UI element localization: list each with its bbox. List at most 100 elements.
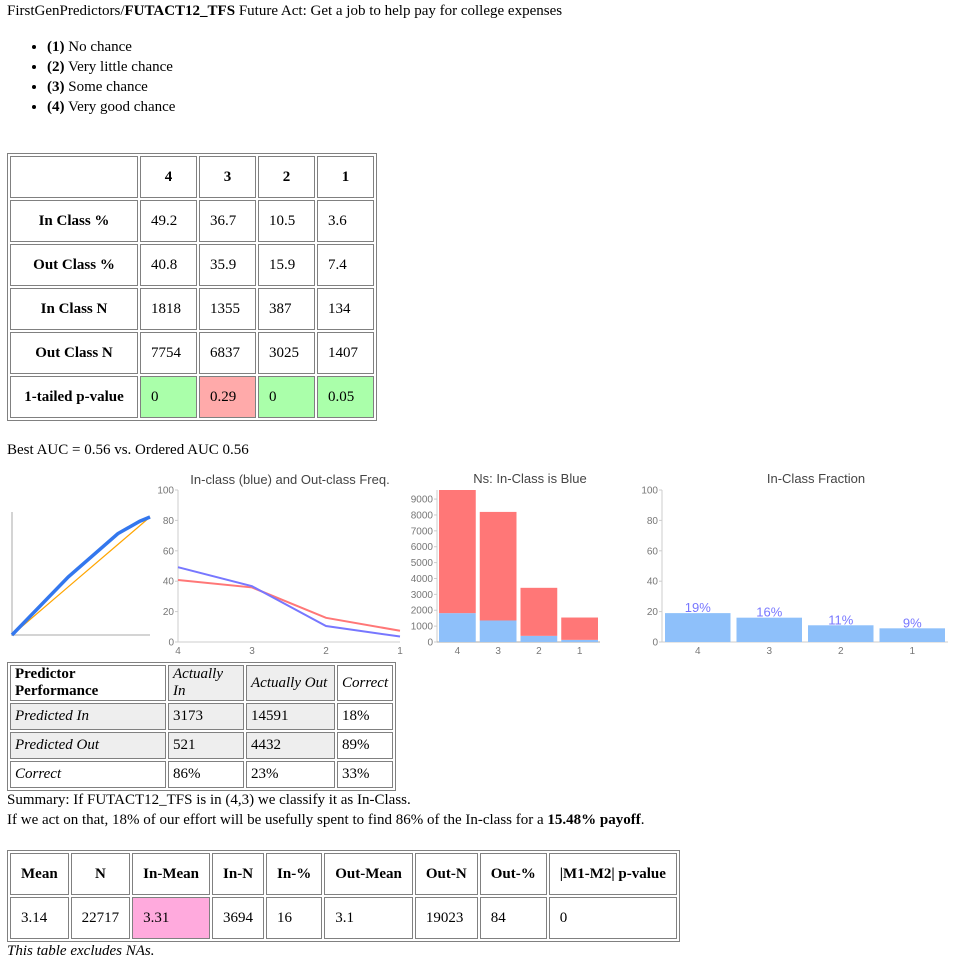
y-tick-label: 2000 — [411, 606, 434, 617]
y-tick-label: 60 — [163, 546, 175, 557]
bar — [665, 613, 731, 642]
empty-cell — [10, 156, 138, 198]
bar-segment — [520, 587, 558, 636]
y-tick-label: 7000 — [411, 526, 434, 537]
x-tick-label: 2 — [323, 646, 329, 657]
table-cell: 3.14 — [10, 897, 69, 939]
table-row: 1-tailed p-value 0 0.29 0 0.05 — [10, 376, 374, 418]
legend-item: (3) Some chance — [47, 77, 175, 97]
row-header: Predicted In — [10, 703, 166, 730]
column-header: 1 — [317, 156, 374, 198]
table-row: Correct 86% 23% 33% — [10, 761, 394, 788]
table-cell: 15.9 — [258, 244, 315, 286]
table-cell: 0.29 — [199, 376, 256, 418]
y-tick-label: 20 — [163, 607, 175, 618]
table-cell: 3025 — [258, 332, 315, 374]
bar-segment — [520, 635, 558, 642]
data-label: 19% — [685, 600, 711, 615]
column-header: N — [70, 853, 131, 895]
x-tick-label: 3 — [249, 646, 255, 657]
y-tick-label: 80 — [647, 516, 659, 527]
table-cell: 22717 — [70, 897, 131, 939]
y-tick-label: 6000 — [411, 542, 434, 553]
table-cell: 3694 — [212, 897, 265, 939]
y-tick-label: 0 — [427, 638, 433, 649]
bar-segment — [561, 617, 598, 640]
table-cell: 49.2 — [140, 200, 197, 242]
x-tick-label: 1 — [397, 646, 403, 657]
y-tick-label: 8000 — [411, 510, 434, 521]
x-tick-label: 4 — [695, 646, 701, 657]
table-cell: 521 — [168, 732, 244, 759]
bar-segment — [439, 613, 476, 642]
column-header: In-N — [212, 853, 265, 895]
row-header: In Class % — [10, 200, 138, 242]
bar-segment — [479, 620, 517, 642]
column-header: Out-N — [414, 853, 478, 895]
page-title: FirstGenPredictors/FUTACT12_TFS Future A… — [7, 3, 563, 19]
x-tick-label: 3 — [766, 646, 772, 657]
table-cell: 0 — [548, 897, 677, 939]
column-header: Actually In — [168, 665, 244, 701]
bar — [879, 628, 945, 642]
bar-segment — [439, 490, 476, 614]
table-cell: 1407 — [317, 332, 374, 374]
column-header: Out-% — [479, 853, 547, 895]
summary-line-1: Summary: If FUTACT12_TFS is in (4,3) we … — [7, 792, 411, 808]
chart-title: Ns: In-Class is Blue — [473, 471, 586, 486]
x-tick-label: 2 — [838, 646, 844, 657]
class-stats-table: 4 3 2 1 In Class % 49.2 36.7 10.5 3.6 Out Class %… — [7, 153, 377, 421]
bar — [808, 625, 874, 642]
table-cell: 3.1 — [324, 897, 413, 939]
column-header: Mean — [10, 853, 69, 895]
table-cell: 4432 — [246, 732, 335, 759]
y-tick-label: 9000 — [411, 495, 434, 506]
x-tick-label: 4 — [455, 646, 461, 657]
predictor-performance-table: Predictor Performance Actually In Actually… — [7, 662, 397, 791]
table-cell: 36.7 — [199, 200, 256, 242]
table-cell: 3.31 — [132, 897, 211, 939]
column-header: 2 — [258, 156, 315, 198]
table-cell: 84 — [479, 897, 547, 939]
summary-line-2: If we act on that, 18% of our effort wil… — [7, 812, 645, 828]
table-cell: 6837 — [199, 332, 256, 374]
table-cell: 35.9 — [199, 244, 256, 286]
auc-text: Best AUC = 0.56 vs. Ordered AUC 0.56 — [7, 442, 249, 458]
table-cell: 1355 — [199, 288, 256, 330]
row-header: Out Class % — [10, 244, 138, 286]
table-cell: 86% — [168, 761, 244, 788]
data-label: 11% — [828, 612, 853, 627]
baseline-line — [11, 516, 151, 636]
mean-comparison-table: Mean N In-Mean In-N In-% Out-Mean Out-N Out-% |M… — [7, 850, 680, 942]
table-cell: 19023 — [414, 897, 478, 939]
table-row: In Class % 49.2 36.7 10.5 3.6 — [10, 200, 374, 242]
table-cell: 16 — [266, 897, 323, 939]
table-row: Predicted Out 521 4432 89% — [10, 732, 394, 759]
column-header: Actually Out — [246, 665, 335, 701]
table-row: Out Class N 7754 6837 3025 1407 — [10, 332, 374, 374]
y-tick-label: 40 — [647, 577, 659, 588]
table-cell: 23% — [246, 761, 335, 788]
chart-title: In-Class Fraction — [767, 471, 865, 486]
column-header: In-% — [266, 853, 323, 895]
table-cell: 7754 — [140, 332, 197, 374]
table-cell: 0 — [140, 376, 197, 418]
y-tick-label: 100 — [157, 486, 174, 497]
roc-line — [10, 515, 151, 637]
row-header: Predicted Out — [10, 732, 166, 759]
series-line — [177, 566, 401, 638]
row-header: Correct — [10, 761, 166, 788]
table-row: Out Class % 40.8 35.9 15.9 7.4 — [10, 244, 374, 286]
table-cell: 0 — [258, 376, 315, 418]
column-header: |M1-M2| p-value — [548, 853, 677, 895]
y-tick-label: 80 — [163, 516, 175, 527]
column-header: Correct — [337, 665, 394, 701]
data-label: 9% — [903, 615, 922, 630]
header-row: Mean N In-Mean In-N In-% Out-Mean Out-N Out-% |M… — [10, 853, 677, 895]
table-cell: 18% — [337, 703, 394, 730]
series-line — [177, 578, 401, 632]
value-legend: (1) No chance(2) Very little chance(3) S… — [7, 37, 175, 117]
data-label: 16% — [756, 605, 782, 620]
table-row: Predicted In 3173 14591 18% — [10, 703, 394, 730]
